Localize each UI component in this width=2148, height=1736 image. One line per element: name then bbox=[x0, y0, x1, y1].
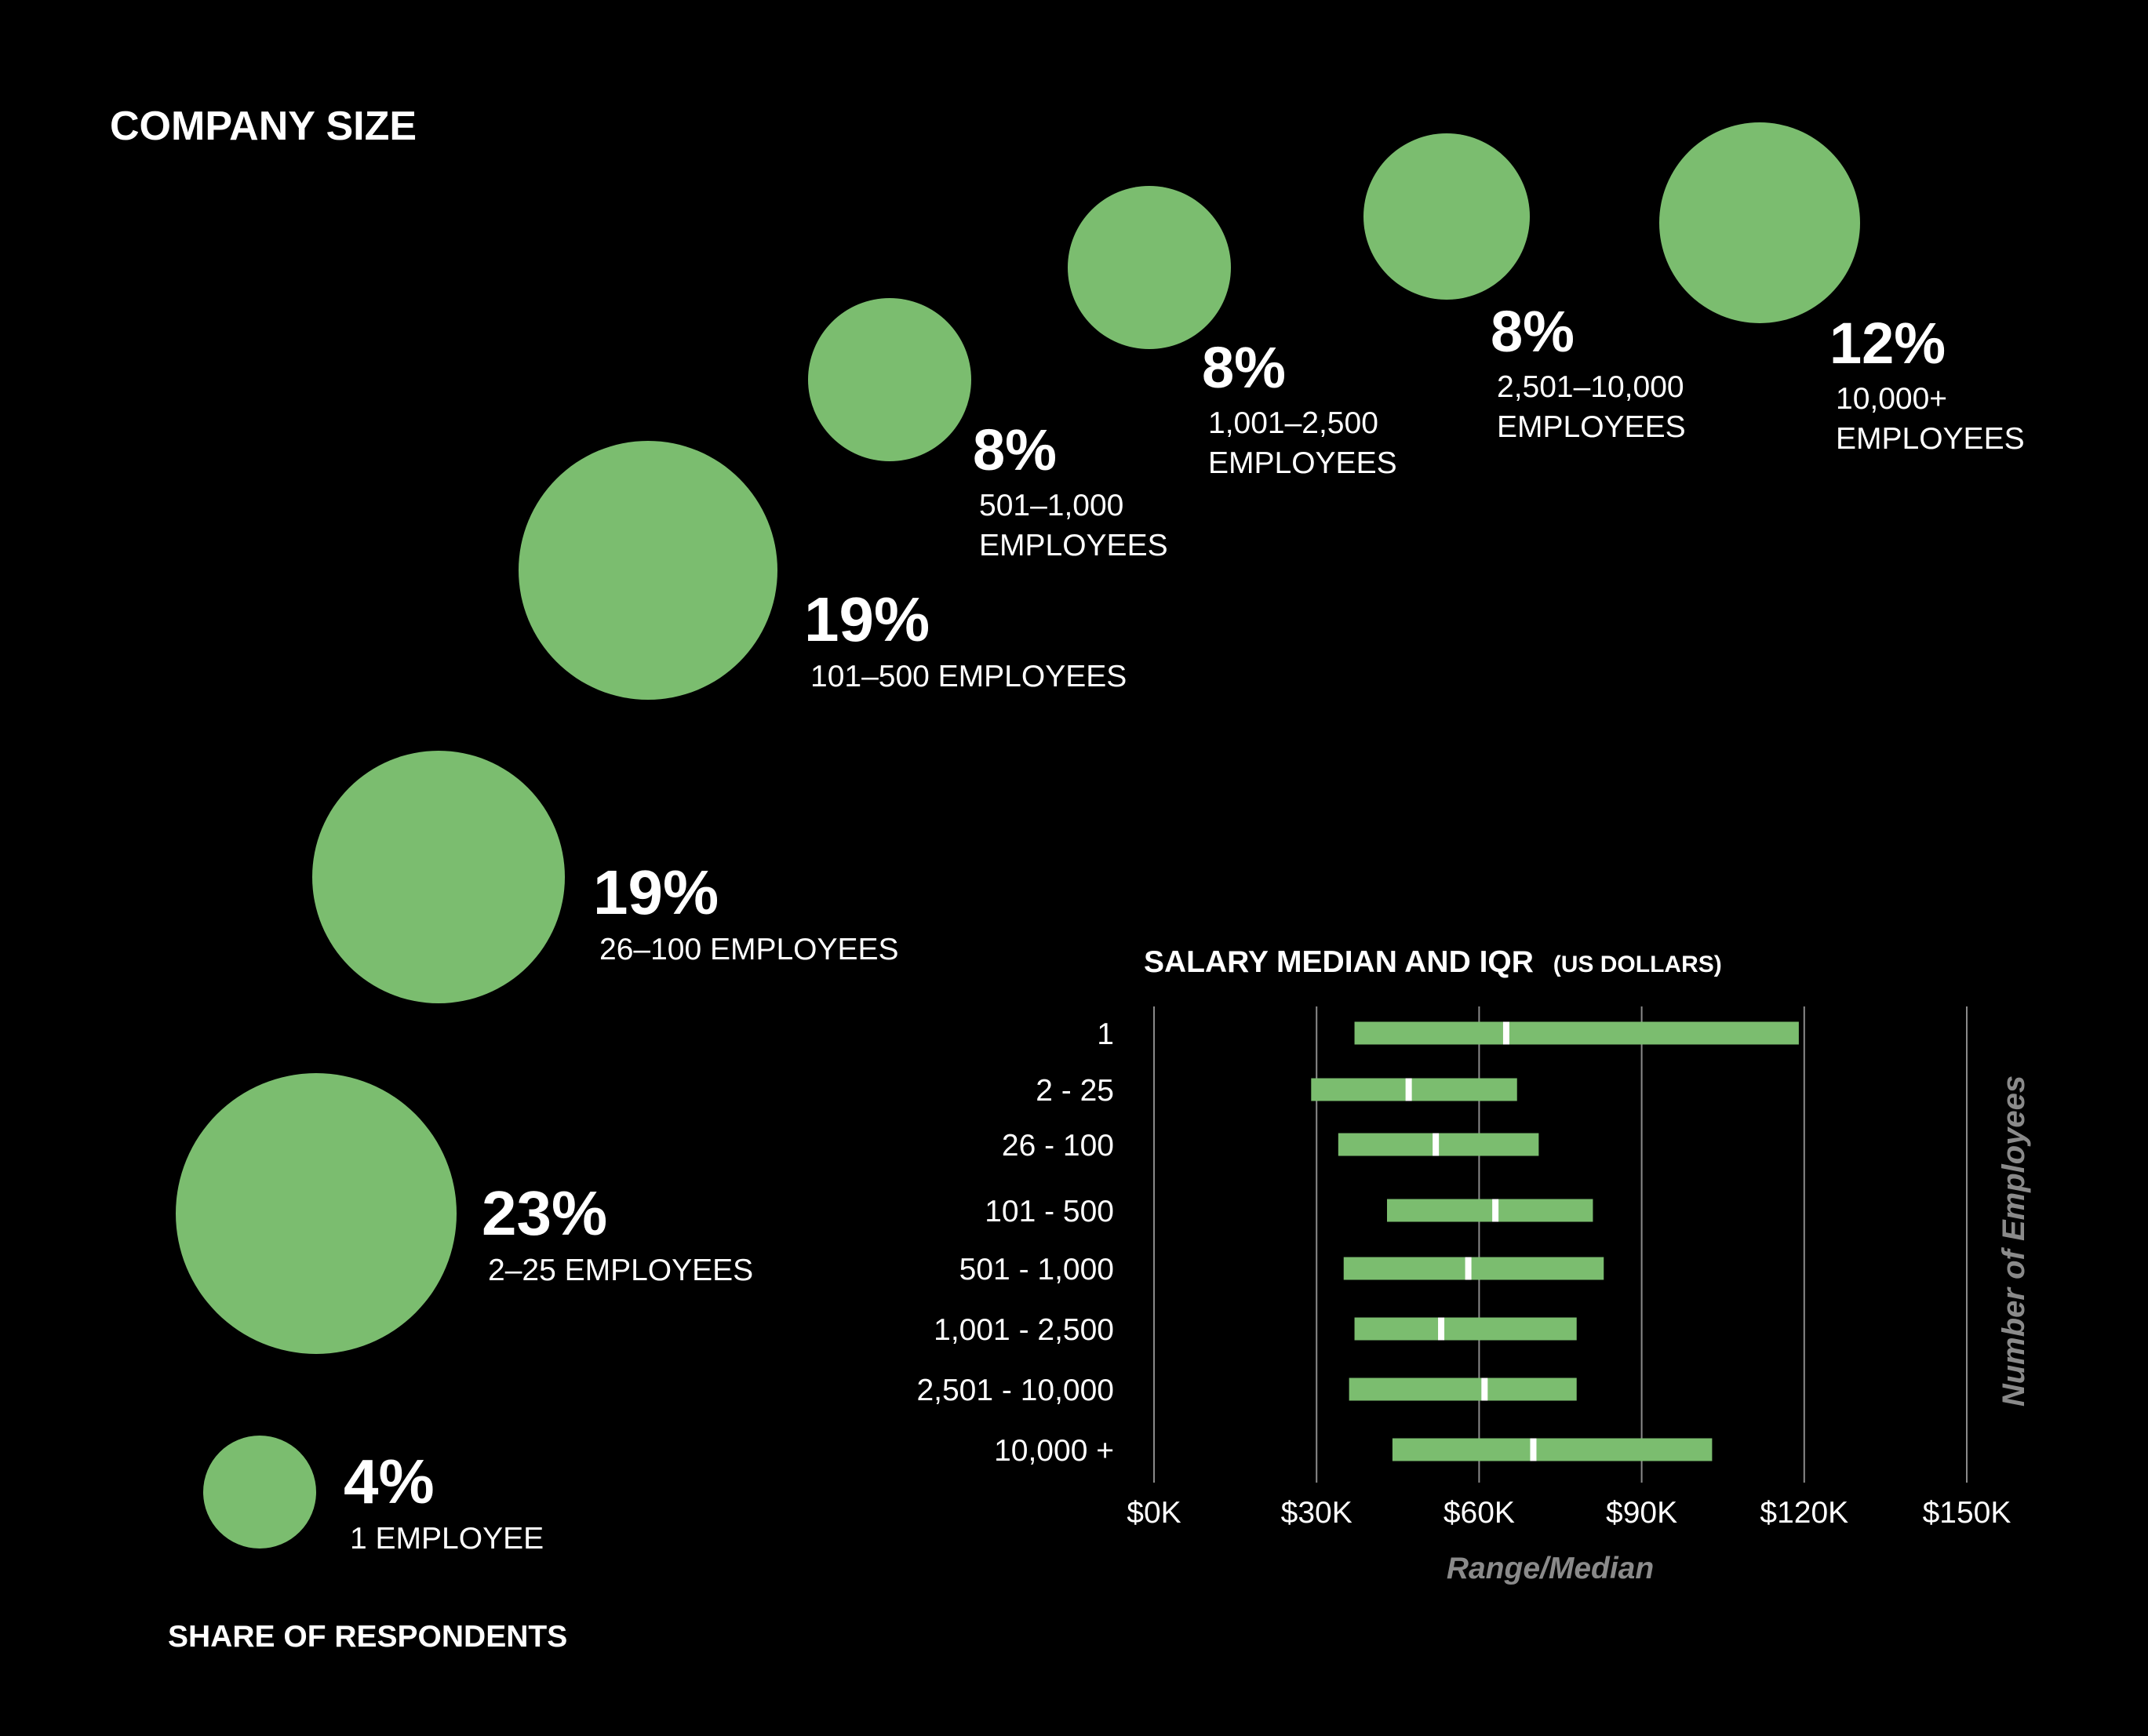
bubble-pct-label: 19% bbox=[593, 857, 719, 927]
bubble-category-label: 2–25 EMPLOYEES bbox=[488, 1254, 753, 1287]
salary-iqr-bar bbox=[1386, 1199, 1593, 1222]
bubble-pct-label: 12% bbox=[1829, 311, 1946, 376]
salary-y-axis-title: Number of Employees bbox=[1997, 1075, 2031, 1407]
salary-x-tick-label: $60K bbox=[1444, 1496, 1515, 1530]
salary-chart-title: SALARY MEDIAN AND IQR (US DOLLARS) bbox=[1144, 945, 1722, 979]
salary-chart-title-main: SALARY MEDIAN AND IQR bbox=[1144, 945, 1534, 979]
salary-iqr-bar bbox=[1343, 1257, 1604, 1280]
salary-median-marker bbox=[1405, 1078, 1412, 1101]
share-of-respondents-label: SHARE OF RESPONDENTS bbox=[168, 1620, 567, 1654]
company-size-title: COMPANY SIZE bbox=[110, 104, 417, 149]
salary-x-tick-label: $90K bbox=[1606, 1496, 1677, 1530]
salary-iqr-bar bbox=[1354, 1317, 1577, 1341]
salary-category-label: 1 bbox=[1097, 1017, 1114, 1051]
bubble-4 bbox=[519, 441, 777, 700]
salary-median-marker bbox=[1438, 1317, 1445, 1341]
salary-x-tick-label: $150K bbox=[1923, 1496, 2011, 1530]
salary-x-tick-label: $0K bbox=[1127, 1496, 1181, 1530]
salary-median-marker bbox=[1492, 1199, 1499, 1222]
salary-iqr-bar bbox=[1354, 1021, 1799, 1045]
bubble-category-label: EMPLOYEES bbox=[1836, 422, 2025, 456]
salary-chart-title-suffix: (US DOLLARS) bbox=[1553, 952, 1722, 977]
salary-x-tick-labels: $0K $30K $60K $90K $120K $150K bbox=[1127, 1496, 2011, 1530]
salary-median-marker bbox=[1433, 1133, 1440, 1156]
bubble-category-label: 2,501–10,000 bbox=[1497, 370, 1684, 404]
bubble-pct-label: 8% bbox=[1202, 335, 1286, 400]
salary-category-label: 10,000 + bbox=[994, 1434, 1114, 1468]
bubble-pct-label: 8% bbox=[1491, 299, 1575, 364]
salary-category-label: 1,001 - 2,500 bbox=[934, 1313, 1114, 1347]
bubble-group: 4% 1 EMPLOYEE 23% 2–25 EMPLOYEES 19% 26–100 E… bbox=[176, 122, 2025, 1556]
bubble-category-label: EMPLOYEES bbox=[1497, 410, 1686, 444]
salary-category-label: 2,501 - 10,000 bbox=[916, 1374, 1114, 1407]
bubble-1 bbox=[203, 1436, 316, 1549]
salary-iqr-bar bbox=[1392, 1438, 1713, 1461]
bubble-pct-label: 8% bbox=[973, 417, 1057, 482]
salary-x-tick-label: $30K bbox=[1281, 1496, 1353, 1530]
salary-iqr-bar bbox=[1311, 1078, 1517, 1101]
salary-iqr-bar bbox=[1349, 1378, 1577, 1401]
salary-range-chart: SALARY MEDIAN AND IQR (US DOLLARS) 1 2 - … bbox=[916, 945, 2031, 1585]
bubble-category-label: 10,000+ bbox=[1836, 382, 1947, 416]
bubble-pct-label: 23% bbox=[482, 1178, 607, 1248]
company-size-bubble-chart: COMPANY SIZE 4% 1 EMPLOYEE 23% 2–25 EMPLOYE… bbox=[110, 104, 2025, 1654]
salary-category-label: 2 - 25 bbox=[1036, 1074, 1114, 1108]
salary-median-marker bbox=[1530, 1438, 1537, 1461]
bubble-category-label: 1 EMPLOYEE bbox=[350, 1522, 544, 1556]
salary-median-marker bbox=[1465, 1257, 1472, 1280]
bubble-category-label: EMPLOYEES bbox=[1208, 446, 1397, 480]
salary-category-label: 26 - 100 bbox=[1002, 1129, 1114, 1163]
bubble-category-label: EMPLOYEES bbox=[979, 529, 1168, 562]
bubble-pct-label: 19% bbox=[804, 584, 930, 654]
salary-bars bbox=[1311, 1021, 1799, 1461]
bubble-category-label: 501–1,000 bbox=[979, 489, 1123, 522]
bubble-category-label: 1,001–2,500 bbox=[1208, 406, 1378, 440]
bubble-7 bbox=[1363, 133, 1530, 300]
salary-category-label: 501 - 1,000 bbox=[959, 1253, 1114, 1287]
bubble-category-label: 101–500 EMPLOYEES bbox=[810, 660, 1127, 693]
salary-x-tick-label: $120K bbox=[1760, 1496, 1848, 1530]
bubble-8 bbox=[1659, 122, 1860, 323]
salary-gridlines bbox=[1153, 1006, 1968, 1483]
salary-median-marker bbox=[1481, 1378, 1488, 1401]
bubble-3 bbox=[312, 751, 565, 1003]
salary-category-label: 101 - 500 bbox=[985, 1195, 1114, 1228]
bubble-pct-label: 4% bbox=[344, 1447, 435, 1516]
bubble-6 bbox=[1068, 186, 1231, 349]
salary-category-labels: 1 2 - 25 26 - 100 101 - 500 501 - 1,000 1,001… bbox=[916, 1017, 1114, 1468]
salary-x-axis-title: Range/Median bbox=[1447, 1552, 1654, 1585]
bubble-2 bbox=[176, 1073, 457, 1354]
bubble-5 bbox=[808, 298, 971, 461]
bubble-category-label: 26–100 EMPLOYEES bbox=[599, 933, 899, 966]
salary-median-marker bbox=[1502, 1021, 1509, 1045]
